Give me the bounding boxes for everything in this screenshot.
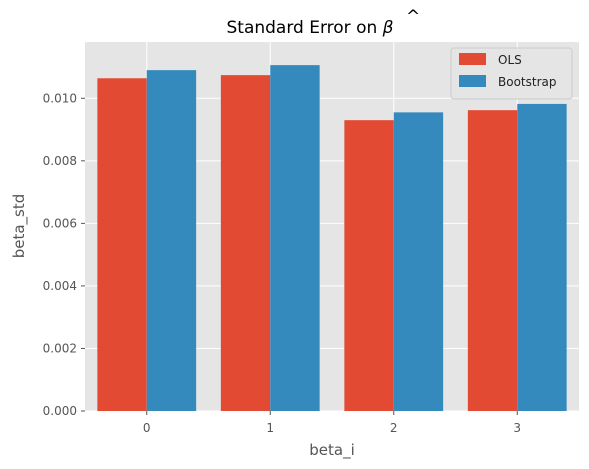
- bar-ols-2: [344, 120, 394, 411]
- y-tick-label: 0.008: [43, 154, 77, 168]
- bar-ols-1: [220, 75, 271, 411]
- legend-swatch-bootstrap: [459, 75, 486, 87]
- chart-title-text: Standard Error on: [226, 18, 382, 38]
- bar-bootstrap-2: [393, 112, 444, 411]
- bar-ols-3: [467, 110, 518, 411]
- y-tick-label: 0.010: [43, 91, 77, 105]
- chart-title: Standard Error on β: [226, 18, 393, 38]
- bar-ols-0: [97, 78, 147, 412]
- x-tick-label: 2: [390, 421, 398, 435]
- bar-bootstrap-3: [517, 103, 567, 412]
- y-tick-label: 0.006: [43, 216, 77, 230]
- y-tick-label: 0.000: [43, 404, 77, 418]
- bars: [97, 65, 567, 412]
- legend-label-ols: OLS: [498, 53, 522, 67]
- x-tick-label: 0: [143, 421, 151, 435]
- y-axis-ticks: 0.000 0.002 0.004 0.006 0.008 0.010: [43, 91, 85, 418]
- bar-bootstrap-1: [270, 65, 320, 411]
- y-tick-label: 0.004: [43, 279, 77, 293]
- legend-swatch-ols: [459, 53, 486, 65]
- x-axis-ticks: 0 1 2 3: [143, 411, 521, 435]
- bar-bootstrap-0: [146, 70, 197, 411]
- y-axis-label: beta_std: [10, 194, 29, 259]
- x-tick-label: 1: [266, 421, 274, 435]
- chart-title-hat: ^: [406, 7, 420, 27]
- legend: OLS Bootstrap: [450, 47, 573, 100]
- x-axis-label: beta_i: [309, 441, 355, 460]
- y-tick-label: 0.002: [43, 341, 77, 355]
- x-tick-label: 3: [513, 421, 521, 435]
- chart-title-symbol: β: [382, 18, 394, 38]
- legend-label-bootstrap: Bootstrap: [498, 75, 556, 89]
